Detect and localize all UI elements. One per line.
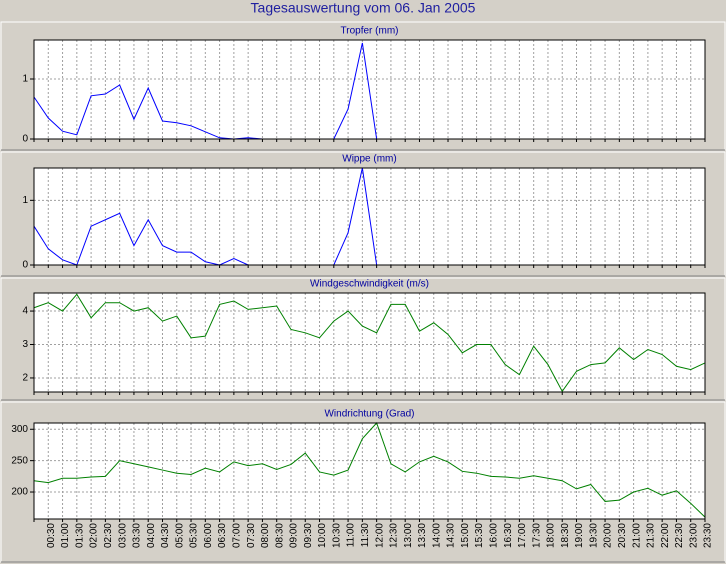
x-tick-label: 01:00 [60,523,71,548]
y-tick-label: 0 [22,134,28,145]
x-tick-label: 22:30 [674,523,685,548]
x-tick-label: 18:30 [560,523,571,548]
plot-border [33,39,706,140]
x-tick-label: 19:30 [588,523,599,548]
y-tick-label: 250 [11,455,28,466]
x-tick-label: 13:00 [403,523,414,548]
x-tick-label: 09:30 [303,523,314,548]
x-tick-label: 00:30 [46,523,57,548]
data-line [33,422,706,518]
y-tick-label: 1 [22,74,28,85]
x-tick-label: 02:30 [103,523,114,548]
x-tick-label: 16:00 [488,523,499,548]
y-tick-label: 3 [22,339,28,350]
x-tick-label: 05:30 [189,523,200,548]
chart-title: Wippe (mm) [342,154,396,165]
x-tick-label: 07:30 [246,523,257,548]
x-tick-label: 23:00 [688,523,699,548]
x-tick-label: 11:00 [346,523,357,548]
y-tick-label: 1 [22,195,28,206]
x-tick-label: 04:00 [146,523,157,548]
plot-border [33,167,706,266]
x-tick-label: 14:30 [446,523,457,548]
x-tick-label: 10:00 [317,523,328,548]
x-tick-label: 02:00 [89,523,100,548]
x-tick-label: 05:00 [174,523,185,548]
chart-title: Windrichtung (Grad) [324,409,414,420]
y-tick-label: 2 [22,373,28,384]
x-tick-label: 06:30 [217,523,228,548]
x-tick-label: 20:30 [617,523,628,548]
x-tick-label: 22:00 [660,523,671,548]
x-tick-label: 15:00 [460,523,471,548]
x-tick-label: 08:00 [260,523,271,548]
plot-border [33,422,706,520]
x-tick-label: 08:30 [274,523,285,548]
x-tick-label: 06:00 [203,523,214,548]
x-tick-label: 13:30 [417,523,428,548]
x-tick-label: 14:00 [431,523,442,548]
x-tick-label: 17:30 [531,523,542,548]
y-tick-label: 300 [11,424,28,435]
x-tick-label: 15:30 [474,523,485,548]
x-tick-label: 12:00 [374,523,385,548]
x-tick-label: 04:30 [160,523,171,548]
y-tick-label: 0 [22,260,28,271]
x-tick-label: 19:00 [574,523,585,548]
page-title: Tagesauswertung vom 06. Jan 2005 [251,0,476,16]
x-tick-label: 23:30 [703,523,714,548]
x-tick-label: 16:30 [503,523,514,548]
x-tick-label: 12:30 [389,523,400,548]
x-tick-label: 07:00 [232,523,243,548]
plot-area [34,293,705,392]
x-tick-label: 10:30 [331,523,342,548]
data-line [33,293,706,393]
x-tick-label: 11:30 [360,523,371,548]
x-tick-label: 03:00 [117,523,128,548]
x-tick-label: 18:00 [546,523,557,548]
x-tick-label: 01:30 [74,523,85,548]
plot-area [34,423,705,519]
plot-border [33,292,706,393]
x-tick-label: 03:30 [132,523,143,548]
chart-title: Windgeschwindigkeit (m/s) [310,279,429,290]
x-tick-label: 21:30 [646,523,657,548]
x-tick-label: 09:00 [289,523,300,548]
chart-title: Tropfer (mm) [341,26,399,37]
x-tick-label: 21:00 [631,523,642,548]
x-tick-label: 20:00 [603,523,614,548]
y-tick-label: 4 [22,306,28,317]
y-tick-label: 200 [11,487,28,498]
x-tick-label: 17:00 [517,523,528,548]
